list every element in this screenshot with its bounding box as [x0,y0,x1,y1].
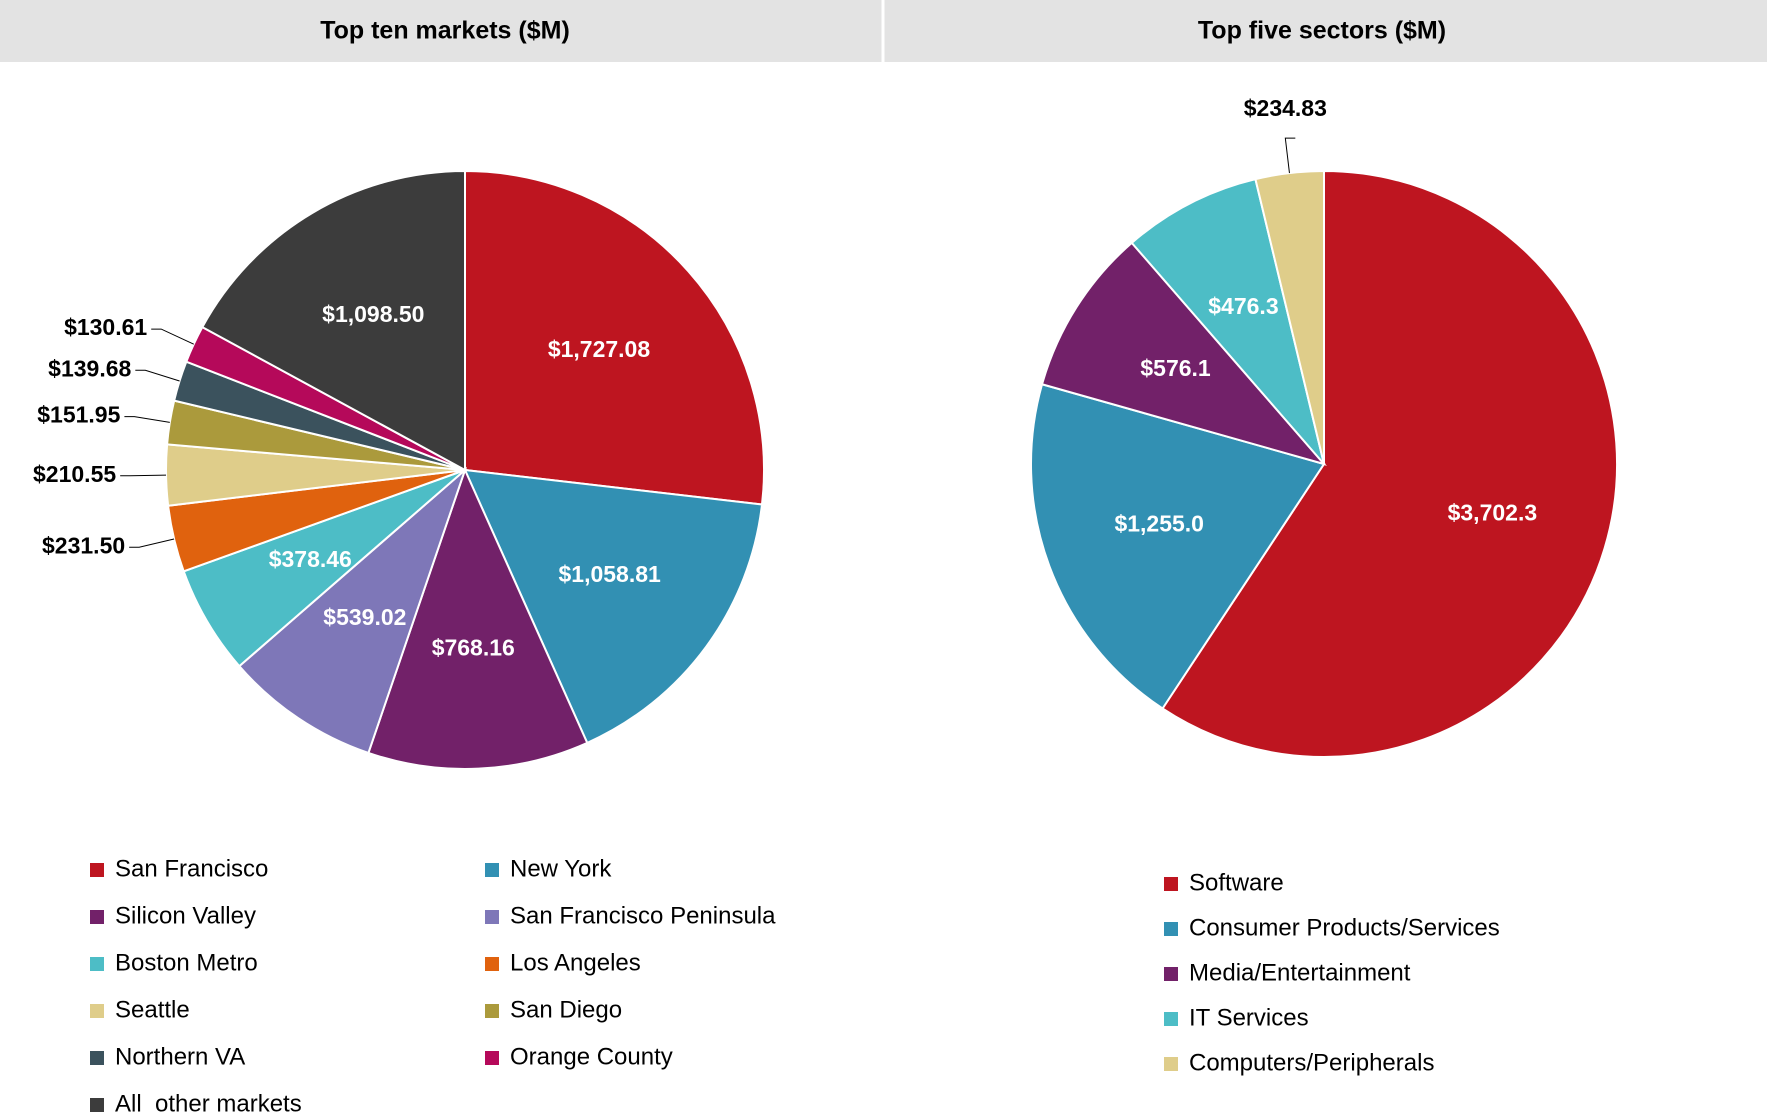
legend-label: San Diego [510,996,622,1023]
data-label: $234.83 [1244,95,1327,121]
chart-title: Top five sectors ($M) [1198,17,1446,45]
legend-label: New York [510,855,612,882]
data-label: $1,058.81 [559,561,662,587]
data-label: $139.68 [48,355,131,381]
pie-slice [237,466,468,755]
legend-swatch [90,863,104,877]
legend-swatch [485,863,499,877]
pie-slice [463,468,764,745]
data-label: $1,727.08 [548,336,651,362]
legend-swatch [485,1004,499,1018]
pie-slice [1040,241,1327,466]
legend-label: Los Angeles [510,949,641,976]
legend-swatch [1164,1057,1178,1071]
data-label: $231.50 [42,532,125,558]
legend-label: Computers/Peripherals [1189,1049,1434,1076]
data-label: $1,255.0 [1114,510,1204,536]
legend-swatch [90,910,104,924]
leader-line [151,328,194,345]
pie-slice [1130,177,1325,465]
legend-swatch [90,1004,104,1018]
data-label: $130.61 [64,314,147,340]
pie-slice [1161,169,1618,758]
data-label: $476.3 [1208,293,1278,319]
legend-swatch [1164,967,1178,981]
legend-swatch [485,910,499,924]
legend-swatch [90,957,104,971]
legend-label: Silicon Valley [115,902,256,929]
legend-label: Consumer Products/Services [1189,914,1500,941]
legend-label: Software [1189,869,1284,896]
data-label: $210.55 [33,461,116,487]
legend-swatch [90,1051,104,1065]
data-label: $378.46 [269,546,352,572]
data-label: $576.1 [1140,355,1211,381]
legend-label: Seattle [115,996,190,1023]
pie-slice [464,169,765,506]
legend-swatch [1164,877,1178,891]
legend-swatch [1164,1012,1178,1026]
pie-slice [1254,169,1325,465]
pie-slice [200,169,466,472]
data-label: $151.95 [37,402,120,428]
legend-label: All other markets [115,1090,302,1116]
legend-label: Northern VA [115,1043,245,1070]
chart-title: Top ten markets ($M) [320,17,570,45]
legend-swatch [90,1098,104,1112]
data-label: $1,098.50 [322,301,424,327]
legend-label: Media/Entertainment [1189,959,1411,986]
legend-swatch [1164,922,1178,936]
legend-swatch [485,957,499,971]
pie-slice [1030,383,1326,710]
pie-slice [367,467,589,770]
legend-label: San Francisco [115,855,268,882]
leader-line [1284,137,1296,174]
leader-line [120,474,167,477]
data-label: $3,702.3 [1448,500,1538,526]
data-label: $539.02 [323,604,406,630]
data-label: $768.16 [432,634,515,660]
leader-line [124,416,170,423]
legend-label: Orange County [510,1043,673,1070]
leader-line [129,538,175,548]
legend-label: San Francisco Peninsula [510,902,776,929]
legend-swatch [485,1051,499,1065]
leader-line [135,369,180,382]
legend-label: IT Services [1189,1004,1309,1031]
legend-label: Boston Metro [115,949,258,976]
